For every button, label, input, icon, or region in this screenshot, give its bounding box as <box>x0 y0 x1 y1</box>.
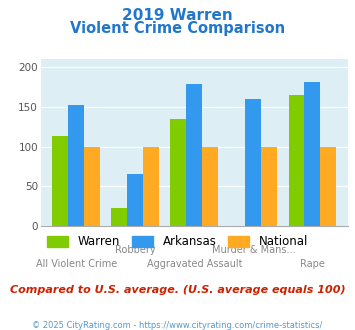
Text: Aggravated Assault: Aggravated Assault <box>147 259 242 269</box>
Text: Compared to U.S. average. (U.S. average equals 100): Compared to U.S. average. (U.S. average … <box>10 285 345 295</box>
Bar <box>143 147 159 226</box>
Bar <box>321 147 337 226</box>
Text: Murder & Mans...: Murder & Mans... <box>212 246 295 255</box>
Text: Robbery: Robbery <box>115 246 155 255</box>
Text: 2019 Warren: 2019 Warren <box>122 8 233 23</box>
Bar <box>186 84 202 226</box>
Bar <box>245 99 261 226</box>
Bar <box>202 147 218 226</box>
Text: All Violent Crime: All Violent Crime <box>36 259 117 269</box>
Legend: Warren, Arkansas, National: Warren, Arkansas, National <box>42 231 313 253</box>
Text: © 2025 CityRating.com - https://www.cityrating.com/crime-statistics/: © 2025 CityRating.com - https://www.city… <box>32 321 323 330</box>
Text: Violent Crime Comparison: Violent Crime Comparison <box>70 21 285 36</box>
Bar <box>52 136 68 226</box>
Bar <box>261 147 277 226</box>
Bar <box>111 208 127 226</box>
Bar <box>289 95 305 226</box>
Bar <box>305 82 321 226</box>
Text: Rape: Rape <box>300 259 325 269</box>
Bar <box>84 147 100 226</box>
Bar <box>127 175 143 226</box>
Bar <box>170 119 186 226</box>
Bar <box>68 105 84 226</box>
